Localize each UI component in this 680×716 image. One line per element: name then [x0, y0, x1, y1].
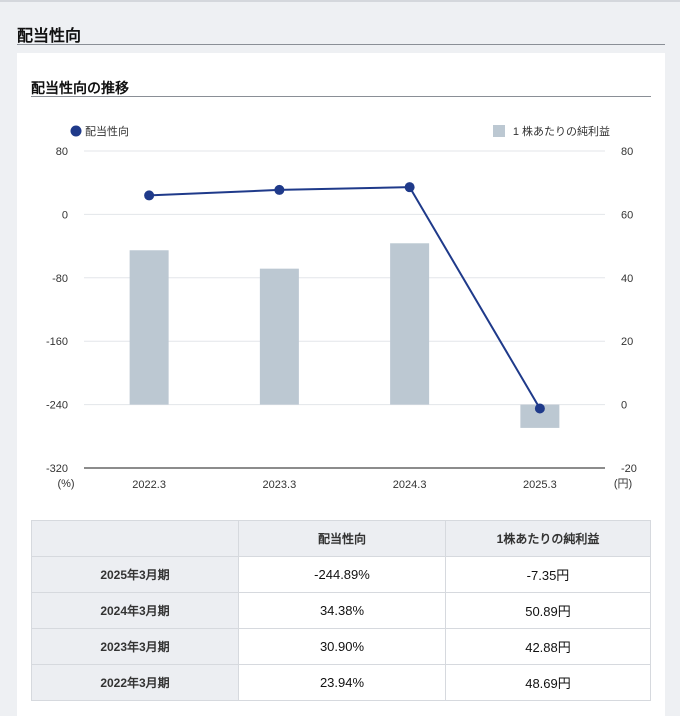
x-tick-label: 2022.3 [132, 479, 166, 491]
left-axis-unit: (%) [57, 478, 74, 490]
payout-value: 34.38% [238, 592, 446, 629]
right-tick-label: 0 [621, 400, 627, 412]
left-tick-label: 0 [62, 209, 68, 221]
legend-bar-marker [493, 125, 505, 137]
section-title-divider [31, 96, 651, 97]
left-tick-label: -240 [46, 400, 68, 412]
table-row: 2023年3月期 30.90% 42.88円 [31, 628, 651, 665]
payout-point [274, 184, 285, 195]
right-tick-label: -20 [621, 463, 637, 475]
row-label: 2023年3月期 [31, 628, 239, 665]
table-row: 2025年3月期 -244.89% -7.35円 [31, 556, 651, 593]
eps-value: 42.88円 [445, 628, 651, 665]
x-tick-label: 2024.3 [393, 479, 427, 491]
eps-bar [390, 243, 430, 405]
right-tick-label: 20 [621, 336, 633, 348]
table-header-payout: 配当性向 [238, 520, 446, 557]
right-tick-label: 80 [621, 146, 633, 158]
section-title: 配当性向の推移 [31, 80, 129, 96]
payout-line [149, 186, 541, 409]
x-tick-label: 2023.3 [263, 479, 297, 491]
row-label: 2022年3月期 [31, 664, 239, 701]
row-label: 2024年3月期 [31, 592, 239, 629]
table-row: 2024年3月期 34.38% 50.89円 [31, 592, 651, 629]
right-axis-unit: (円) [614, 478, 632, 490]
legend-line-marker [70, 125, 82, 137]
eps-value: -7.35円 [445, 556, 651, 593]
page-title-divider [17, 44, 665, 45]
chart-card: 配当性向の推移 80 0 -80 -160 -240 -320 80 60 40 20 0 -20 (%… [17, 53, 665, 716]
payout-point [404, 182, 415, 193]
top-border [0, 0, 680, 2]
page-title: 配当性向 [17, 28, 82, 45]
eps-bar [129, 250, 169, 405]
right-tick-label: 40 [621, 273, 633, 285]
eps-bar [520, 404, 560, 428]
legend-line-label: 配当性向 [85, 124, 129, 138]
payout-table: 配当性向 1株あたりの純利益 2025年3月期 -244.89% -7.35円 … [31, 520, 651, 701]
payout-value: 23.94% [238, 664, 446, 701]
right-tick-label: 60 [621, 209, 633, 221]
x-tick-label: 2025.3 [523, 479, 557, 491]
payout-value: 30.90% [238, 628, 446, 665]
left-tick-label: -80 [52, 273, 68, 285]
payout-point [534, 403, 545, 414]
table-header-row: 配当性向 1株あたりの純利益 [31, 520, 651, 557]
payout-point [144, 190, 155, 201]
table-header-empty [31, 520, 239, 557]
left-tick-label: -160 [46, 336, 68, 348]
eps-bar [259, 268, 299, 405]
row-label: 2025年3月期 [31, 556, 239, 593]
left-tick-label: 80 [56, 146, 68, 158]
table-row: 2022年3月期 23.94% 48.69円 [31, 664, 651, 701]
left-tick-label: -320 [46, 463, 68, 475]
eps-value: 48.69円 [445, 664, 651, 701]
table-header-eps: 1株あたりの純利益 [445, 520, 651, 557]
payout-ratio-chart: 80 0 -80 -160 -240 -320 80 60 40 20 0 -20 (%) (円) 2022… [46, 124, 637, 491]
eps-value: 50.89円 [445, 592, 651, 629]
payout-value: -244.89% [238, 556, 446, 593]
legend-bar-label: 1 株あたりの純利益 [513, 124, 610, 138]
